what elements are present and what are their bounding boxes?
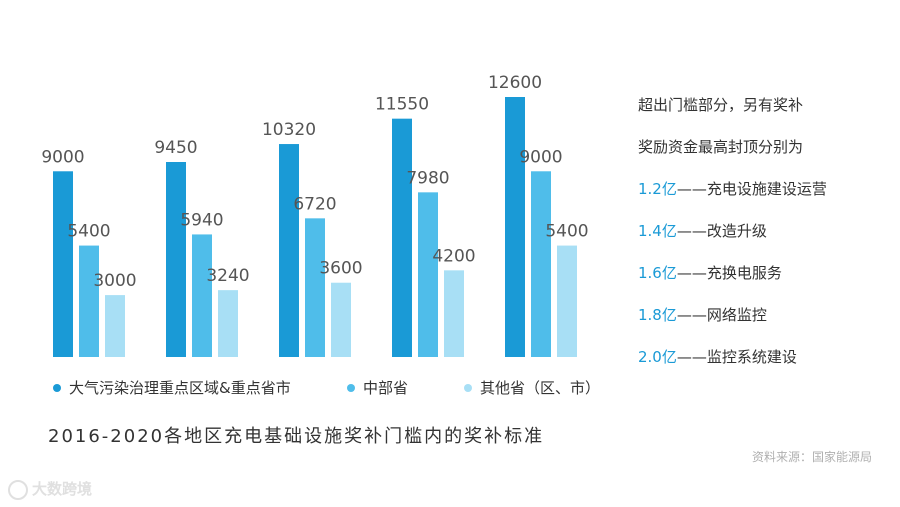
bar-5-series-3 xyxy=(557,245,577,357)
bar-value-label: 3000 xyxy=(93,271,136,291)
bar-4-series-2 xyxy=(418,192,438,357)
note-amount: 1.8亿 xyxy=(638,306,677,324)
watermark: 大数跨境 xyxy=(8,478,92,500)
bar-value-label: 11550 xyxy=(375,95,429,115)
bar-3-series-2 xyxy=(305,218,325,357)
legend-marker xyxy=(53,384,61,392)
bar-value-label: 3240 xyxy=(206,266,249,286)
note-text: ——监控系统建设 xyxy=(676,348,797,366)
subsidy-cap-note: 超出门槛部分，另有奖补 奖励资金最高封顶分别为 1.2亿——充电设施建设运营 1… xyxy=(638,84,888,378)
note-text: ——充电设施建设运营 xyxy=(676,180,827,198)
bar-value-label: 5940 xyxy=(180,210,223,230)
bar-1-series-2 xyxy=(79,245,99,357)
note-item: 1.8亿——网络监控 xyxy=(638,294,888,336)
bar-value-label: 7980 xyxy=(406,168,449,188)
legend-marker xyxy=(464,384,472,392)
legend-label: 中部省 xyxy=(363,379,408,397)
note-line-2: 奖励资金最高封顶分别为 xyxy=(638,138,804,156)
watermark-logo-icon xyxy=(8,479,28,500)
bar-2-series-1 xyxy=(166,162,186,357)
source-note: 资料来源：国家能源局 xyxy=(752,450,873,464)
note-line-1: 超出门槛部分，另有奖补 xyxy=(638,96,804,114)
note-amount: 2.0亿 xyxy=(638,348,677,366)
note-text: ——改造升级 xyxy=(676,222,767,240)
bar-5-series-1 xyxy=(505,97,525,357)
legend-label: 其他省（区、市） xyxy=(480,379,600,397)
bar-value-label: 12600 xyxy=(488,73,542,93)
bar-value-label: 10320 xyxy=(262,120,316,140)
note-amount: 1.4亿 xyxy=(638,222,677,240)
note-item: 1.6亿——充换电服务 xyxy=(638,252,888,294)
note-amount: 1.2亿 xyxy=(638,180,677,198)
bar-value-label: 6720 xyxy=(293,194,336,214)
legend-marker xyxy=(347,384,355,392)
note-text: ——充换电服务 xyxy=(676,264,782,282)
bar-1-series-1 xyxy=(53,171,73,357)
legend-label: 大气污染治理重点区域&重点省市 xyxy=(69,379,291,397)
bar-2-series-3 xyxy=(218,290,238,357)
note-text: ——网络监控 xyxy=(676,306,767,324)
bar-5-series-2 xyxy=(531,171,551,357)
bar-value-label: 9450 xyxy=(154,138,197,158)
note-amount: 1.6亿 xyxy=(638,264,677,282)
note-item: 2.0亿——监控系统建设 xyxy=(638,336,888,378)
bar-4-series-3 xyxy=(444,270,464,357)
bar-value-label: 5400 xyxy=(67,222,110,242)
bar-value-label: 3600 xyxy=(319,259,362,279)
bar-value-label: 9000 xyxy=(41,147,84,167)
bar-value-label: 9000 xyxy=(519,147,562,167)
bar-3-series-3 xyxy=(331,282,351,357)
note-item: 1.4亿——改造升级 xyxy=(638,210,888,252)
chart-title: 2016-2020各地区充电基础设施奖补门槛内的奖补标准 xyxy=(48,426,545,447)
bar-1-series-3 xyxy=(105,295,125,357)
bar-2-series-2 xyxy=(192,234,212,357)
bar-3-series-1 xyxy=(279,144,299,357)
bar-value-label: 4200 xyxy=(432,246,475,266)
watermark-text: 大数跨境 xyxy=(32,480,93,498)
bar-4-series-1 xyxy=(392,118,412,358)
bar-value-label: 5400 xyxy=(545,222,588,242)
note-item: 1.2亿——充电设施建设运营 xyxy=(638,168,888,210)
